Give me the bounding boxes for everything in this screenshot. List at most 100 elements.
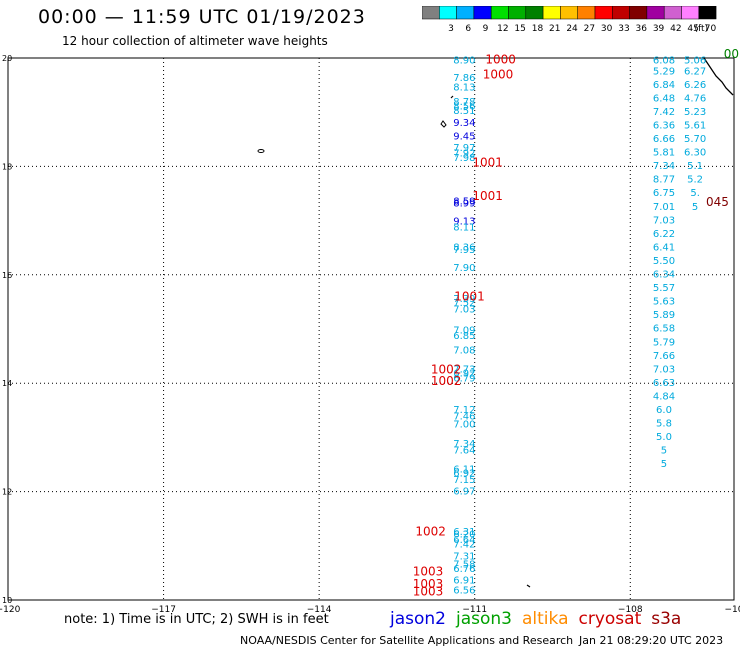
swh-value: 5.29 <box>653 66 675 77</box>
swh-value: 6.75 <box>653 188 675 199</box>
swh-value: 6.63 <box>653 378 675 389</box>
swh-value: 5.70 <box>684 134 706 145</box>
satellite-legend-entry: jason3 <box>456 609 512 629</box>
swh-value: 5.63 <box>653 297 675 308</box>
generation-timestamp: Jan 21 08:29:20 UTC 2023 <box>579 634 724 647</box>
swh-value: 5.0 <box>656 432 672 443</box>
swh-value: 5.06 <box>684 55 706 66</box>
lat-tick-label: 14 <box>2 379 12 388</box>
coastline <box>703 57 734 96</box>
swh-value: 7.98 <box>453 153 475 164</box>
satellite-legend-entry: cryosat <box>578 609 642 629</box>
pass-time-label: 1002 <box>431 374 462 388</box>
swh-value: 7.01 <box>653 202 675 213</box>
swh-value: 6.66 <box>653 134 675 145</box>
swh-value: 7.39 <box>453 294 475 305</box>
lon-tick-label: −114 <box>307 605 332 615</box>
swh-value: 5.89 <box>653 310 675 321</box>
swh-value: 6.27 <box>684 66 706 77</box>
swh-value: 9.34 <box>453 118 475 129</box>
pass-time-label: 1001 <box>472 155 503 169</box>
pass-time-label: 1003 <box>413 585 444 599</box>
swh-value: 5.1 <box>687 161 703 172</box>
scale-label: 24 <box>566 24 578 34</box>
swh-value: 9.45 <box>453 131 475 142</box>
scale-label: 42 <box>670 24 681 34</box>
pass-time-label: 1000 <box>483 68 514 82</box>
swh-value: 7.90 <box>453 263 475 274</box>
scale-label: 21 <box>549 24 560 34</box>
scale-label: 12 <box>497 24 508 34</box>
swh-value: 6.20 <box>453 530 475 541</box>
lat-tick-label: 20 <box>2 54 12 63</box>
scale-label: 33 <box>618 24 629 34</box>
swh-value: 6.30 <box>684 148 706 159</box>
island-outline <box>526 584 531 588</box>
island-outline <box>450 95 454 99</box>
swh-value: 7.00 <box>453 420 475 431</box>
swh-value: 6.79 <box>453 374 475 385</box>
legend-note: note: 1) Time is in UTC; 2) SWH is in fe… <box>64 612 329 627</box>
swh-value: 5 <box>661 446 667 457</box>
swh-value: 5.8 <box>656 419 672 430</box>
lat-tick-label: 18 <box>2 162 12 171</box>
swh-value: 7.46 <box>453 412 475 423</box>
swh-value: 6.58 <box>653 324 675 335</box>
swh-value: 7.31 <box>453 551 475 562</box>
swh-value: 4.84 <box>653 391 675 402</box>
map-frame <box>7 57 735 601</box>
pass-time-label: 1003 <box>413 577 444 591</box>
lon-tick-label: −111 <box>462 605 487 615</box>
pass-time-label: 1000 <box>485 52 516 66</box>
lon-tick-label: −117 <box>151 605 176 615</box>
swh-value: 5.57 <box>653 283 675 294</box>
swh-value: 6.36 <box>653 120 675 131</box>
pass-time-label: 045 <box>706 195 729 209</box>
swh-value: 8.59 <box>453 196 475 207</box>
map-subtitle: 12 hour collection of altimeter wave hei… <box>62 34 328 48</box>
swh-value: 5. <box>690 188 700 199</box>
scale-label: 27 <box>584 24 595 34</box>
satellite-legend: jason2 jason3 altika cryosat s3a <box>390 609 691 629</box>
swh-value: 8.77 <box>653 175 675 186</box>
map-title: 00:00 — 11:59 UTC 01/19/2023 <box>38 6 366 28</box>
scale-label: 36 <box>636 24 648 34</box>
scale-label: 45 <box>687 24 698 34</box>
swh-value: 5.61 <box>684 120 706 131</box>
swh-value: 5.81 <box>653 148 675 159</box>
pass-time-label: 1002 <box>431 362 462 376</box>
swh-value: 6.76 <box>453 564 475 575</box>
swh-value: 6.11 <box>453 465 475 476</box>
swh-value: 6.26 <box>684 80 706 91</box>
swh-value: 7.92 <box>453 149 475 160</box>
swh-value: 7.03 <box>653 215 675 226</box>
swh-value: 7.73 <box>453 364 475 375</box>
lat-tick-label: 12 <box>2 488 12 497</box>
swh-value: 7.95 <box>453 245 475 256</box>
scale-label: 30 <box>601 24 613 34</box>
pass-time-label: 1002 <box>415 525 446 539</box>
swh-value: 8.36 <box>453 242 475 253</box>
swh-value: 7.15 <box>453 475 475 486</box>
lon-tick-label: −108 <box>618 605 643 615</box>
satellite-legend-entry: jason2 <box>390 609 446 629</box>
swh-value: 8.78 <box>453 97 475 108</box>
pass-time-label: 1001 <box>454 289 485 303</box>
swh-value: 6.97 <box>453 486 475 497</box>
satellite-legend-entry: altika <box>522 609 569 629</box>
swh-value: 5.50 <box>653 256 675 267</box>
swh-value: 8.51 <box>453 106 475 117</box>
lat-tick-label: 16 <box>2 271 12 280</box>
lon-tick-label: −10 <box>725 605 740 615</box>
scale-label: 6 <box>465 24 471 34</box>
swh-value: 7.52 <box>453 298 475 309</box>
swh-value: 8.90 <box>453 55 475 66</box>
swh-value: 7.03 <box>653 364 675 375</box>
island-outline <box>440 120 447 128</box>
swh-value: 6.85 <box>453 331 475 342</box>
swh-value: 7.86 <box>453 73 475 84</box>
pass-time-label: 00 <box>724 47 739 61</box>
swh-value: 7.09 <box>453 325 475 336</box>
scale-label: 39 <box>653 24 665 34</box>
